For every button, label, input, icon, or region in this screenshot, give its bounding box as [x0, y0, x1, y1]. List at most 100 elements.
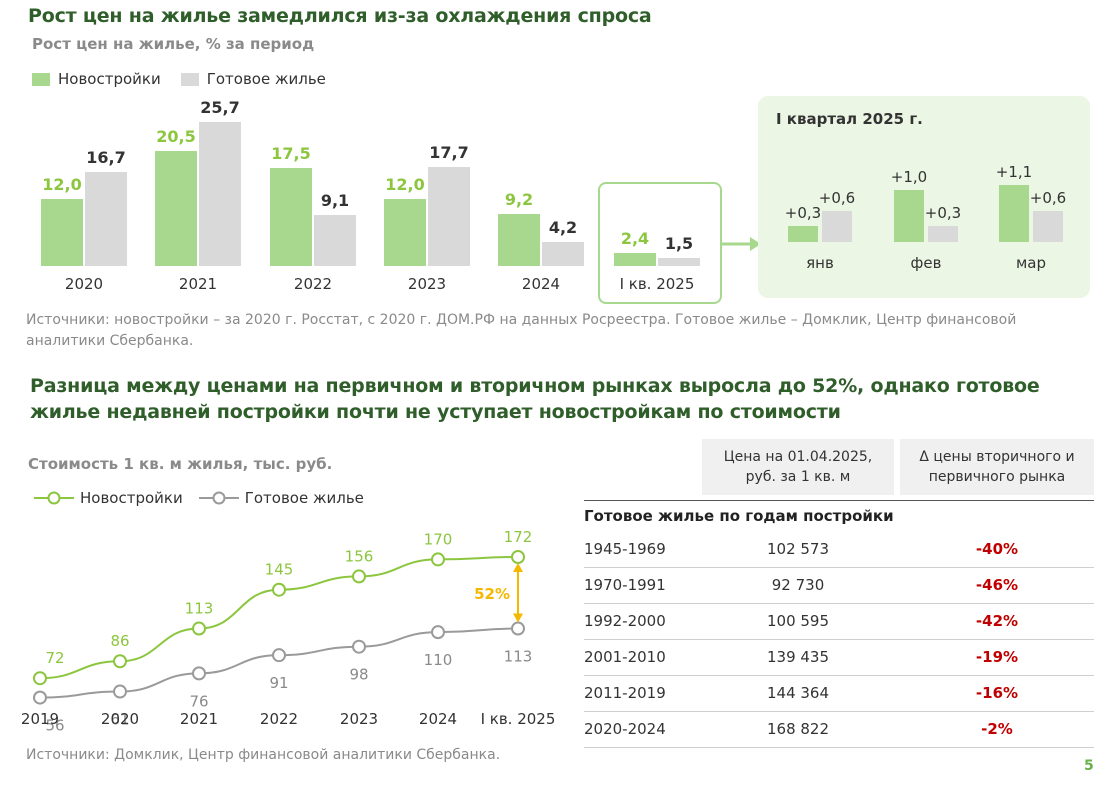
bar-category-5: I кв. 2025 — [619, 275, 695, 293]
bar-label-secondary-2: 9,1 — [320, 191, 350, 211]
bar-label-new-1: 20,5 — [156, 127, 196, 147]
table-row: 2001-2010 139 435 -19% — [584, 640, 1094, 676]
month-bar-secondary-1 — [928, 226, 958, 242]
title-bottom-line2: жилье недавней постройки почти не уступа… — [30, 401, 841, 423]
monthly-bar-chart: +0,3 +0,6 янв +1,0 +0,3 фев +1,1 +0,6 мар — [0, 0, 1108, 310]
bar-new-0 — [41, 198, 83, 266]
month-bar-new-0 — [788, 226, 818, 242]
sources-bottom: Источники: Домклик, Центр финансовой ана… — [26, 747, 501, 763]
bar-secondary-0 — [85, 172, 127, 266]
table-cell-period: 1992-2000 — [584, 612, 666, 630]
table-cell-period: 2020-2024 — [584, 720, 666, 738]
table-cell-delta: -42% — [975, 612, 1019, 630]
sources-top: Источники: новостройки – за 2020 г. Росс… — [26, 310, 1016, 352]
line-point-secondary-6 — [511, 621, 525, 636]
table-header-delta-line1: Δ цены вторичного и — [919, 449, 1075, 465]
legend-bar: Новостройки Готовое жилье — [32, 70, 326, 88]
line-category-0: 2019 — [21, 710, 59, 728]
legend-swatch-new — [32, 72, 50, 86]
title-top: Рост цен на жилье замедлился из-за охлаж… — [28, 5, 652, 27]
table-cell-delta: -19% — [975, 648, 1019, 666]
table-row: 2020-2024 168 822 -2% — [584, 712, 1094, 748]
bar-label-secondary-4: 4,2 — [548, 218, 578, 238]
line-label-new-4: 156 — [345, 547, 374, 565]
legend-line: Новостройки Готовое жилье — [34, 489, 364, 507]
month-bar-new-2 — [999, 184, 1029, 242]
bar-category-3: 2023 — [407, 275, 447, 293]
line-chart: 72 86 113 145 156 170 172 56 61 76 91 98 110 113 52% 20… — [21, 528, 556, 735]
month-bar-secondary-0 — [822, 210, 852, 242]
month-label-new-0: +0,3 — [784, 204, 822, 223]
bar-category-4: 2024 — [521, 275, 561, 293]
table-row: 1970-1991 92 730 -46% — [584, 568, 1094, 604]
line-label-new-5: 170 — [424, 530, 453, 548]
line-point-secondary-2 — [192, 666, 206, 681]
title-bottom-line1: Разница между ценами на первичном и втор… — [30, 375, 1040, 397]
line-label-new-2: 113 — [185, 600, 214, 618]
table-cell-period: 1945-1969 — [584, 540, 666, 558]
title-bottom: Разница между ценами на первичном и втор… — [30, 373, 1040, 425]
subtitle-line-chart: Стоимость 1 кв. м жилья, тыс. руб. — [28, 455, 333, 473]
bar-label-secondary-5: 1,5 — [664, 233, 694, 253]
month-label-secondary-1: +0,3 — [924, 204, 962, 223]
table-cell-price: 102 573 — [766, 540, 830, 558]
table-header-price-line2: руб. за 1 кв. м — [745, 469, 851, 485]
line-category-5: 2024 — [419, 710, 457, 728]
line-point-secondary-1 — [113, 684, 127, 699]
table-header-price: Цена на 01.04.2025, руб. за 1 кв. м — [702, 439, 894, 495]
bar-new-4 — [498, 214, 540, 266]
table-row: 2011-2019 144 364 -16% — [584, 676, 1094, 712]
sources-top-line2: аналитики Сбербанка. — [26, 333, 194, 349]
legend-line-label-secondary: Готовое жилье — [244, 489, 364, 507]
gap-annotation: 52% — [474, 585, 510, 603]
line-label-new-6: 172 — [504, 528, 533, 546]
line-category-2: 2021 — [180, 710, 218, 728]
gap-arrow-up-icon — [513, 563, 523, 572]
legend-line-marker-new — [34, 491, 74, 505]
line-category-3: 2022 — [260, 710, 298, 728]
bar-new-1 — [155, 151, 197, 266]
table-cell-delta: -46% — [975, 576, 1019, 594]
bar-secondary-5 — [658, 257, 700, 266]
table-cell-price: 92 730 — [771, 576, 825, 594]
line-label-new-3: 145 — [265, 561, 294, 579]
month-label-new-2: +1,1 — [995, 162, 1033, 181]
arrow-icon — [720, 237, 761, 251]
q1-2025-panel-title: I квартал 2025 г. — [776, 110, 923, 128]
table-header-delta-line2: первичного рынка — [928, 469, 1066, 485]
line-label-secondary-5: 110 — [424, 651, 453, 669]
subtitle-bar-chart: Рост цен на жилье, % за период — [32, 35, 315, 53]
line-point-secondary-5 — [431, 625, 445, 640]
month-label-new-1: +1,0 — [890, 168, 928, 186]
legend-line-label-new: Новостройки — [80, 489, 183, 507]
bar-chart: 12,0 16,7 2020 20,5 25,7 2021 17,5 9,1 2022 12,0 1… — [0, 0, 1108, 310]
legend-label-secondary: Готовое жилье — [206, 70, 326, 88]
q1-2025-panel — [758, 96, 1090, 298]
bar-secondary-4 — [542, 242, 584, 266]
line-label-new-0: 72 — [45, 649, 64, 667]
line-label-secondary-1: 61 — [110, 711, 129, 729]
table-cell-period: 1970-1991 — [584, 576, 666, 594]
legend-label-new: Новостройки — [58, 70, 161, 88]
legend-line-marker-secondary — [198, 491, 239, 505]
table-header-delta: Δ цены вторичного и первичного рынка — [900, 439, 1094, 495]
line-label-secondary-4: 98 — [349, 666, 368, 684]
bar-category-0: 2020 — [64, 275, 104, 293]
line-point-new-2 — [192, 621, 206, 636]
bar-label-new-2: 17,5 — [271, 144, 311, 163]
gap-arrow-down-icon — [513, 613, 523, 623]
bar-secondary-1 — [199, 122, 241, 266]
line-label-secondary-2: 76 — [189, 692, 208, 710]
table-cell-price: 168 822 — [766, 720, 830, 738]
bar-label-new-5: 2,4 — [620, 228, 650, 248]
bar-label-secondary-0: 16,7 — [86, 148, 126, 168]
bar-label-secondary-3: 17,7 — [429, 142, 469, 162]
page-number: 5 — [1084, 758, 1094, 774]
bar-label-secondary-1: 25,7 — [200, 98, 240, 118]
bar-category-1: 2021 — [178, 275, 218, 293]
month-category-2: мар — [1015, 254, 1047, 272]
line-label-secondary-6: 113 — [504, 648, 533, 666]
bar-new-5 — [614, 252, 656, 266]
line-label-secondary-0: 56 — [45, 717, 64, 735]
table-cell-period: 2001-2010 — [584, 648, 666, 666]
